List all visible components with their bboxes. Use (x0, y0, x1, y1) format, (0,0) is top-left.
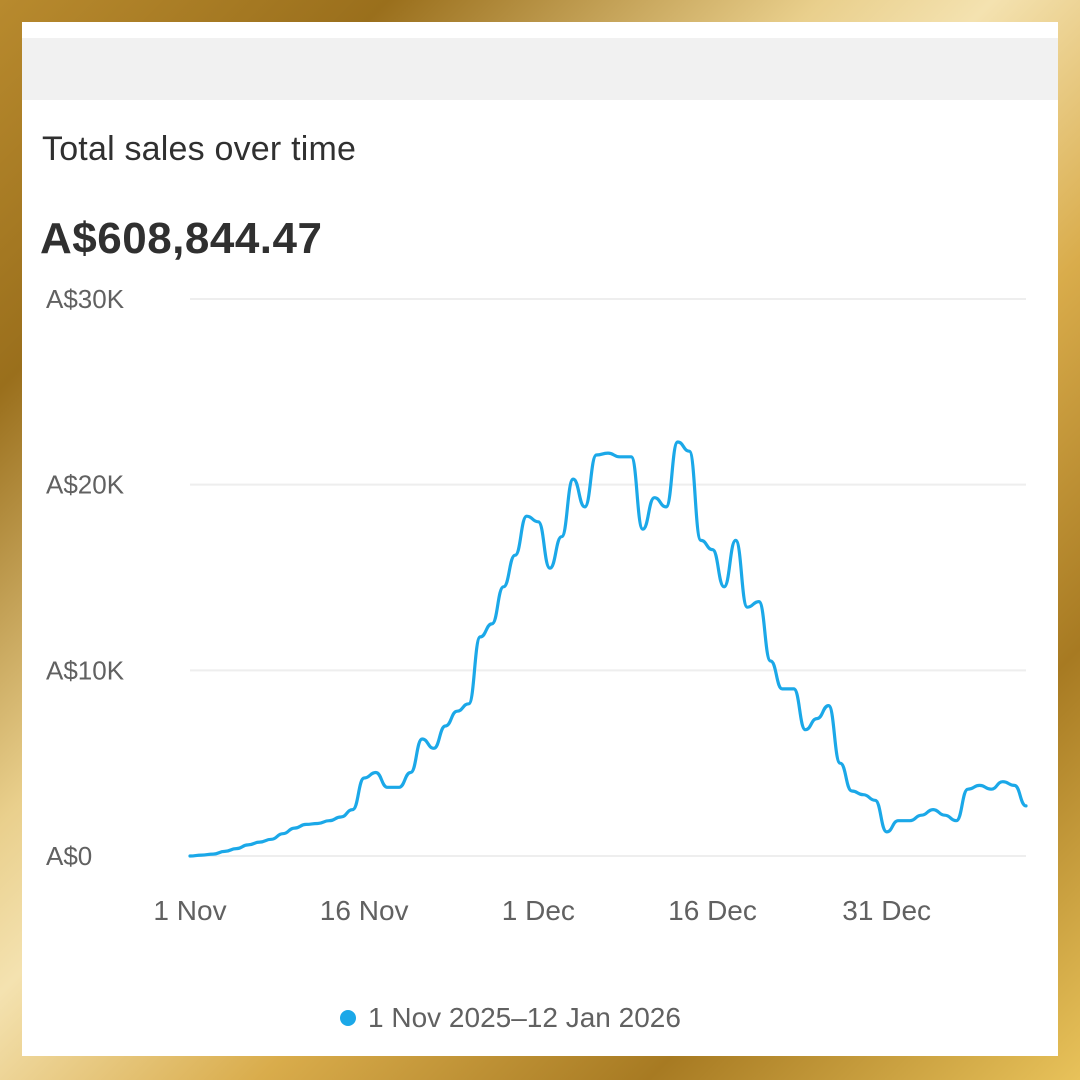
legend-dot-icon (340, 1010, 356, 1026)
chart-legend[interactable]: 1 Nov 2025–12 Jan 2026 (340, 1002, 681, 1034)
legend-label: 1 Nov 2025–12 Jan 2026 (368, 1002, 681, 1033)
card-top-bar (22, 38, 1058, 100)
card-title: Total sales over time (42, 130, 357, 168)
x-tick-label: 16 Dec (668, 895, 757, 926)
y-tick-label: A$10K (46, 655, 125, 685)
x-axis-ticks: 1 Nov 16 Nov 1 Dec 16 Dec 31 Dec (153, 895, 931, 926)
x-tick-label: 1 Dec (502, 895, 575, 926)
y-tick-label: A$0 (46, 841, 92, 871)
x-tick-label: 1 Nov (153, 895, 226, 926)
series-line-total-sales (188, 440, 1028, 858)
y-tick-label: A$30K (46, 284, 125, 314)
sales-line-chart: A$0 A$10K A$20K A$30K 1 Nov 16 Nov 1 Dec 16 De… (46, 284, 1028, 926)
x-tick-label: 16 Nov (320, 895, 409, 926)
sales-card: Total sales over time A$608,844.47 A$0 A$… (22, 22, 1058, 1056)
grid-lines (190, 298, 1026, 857)
x-tick-label: 31 Dec (842, 895, 931, 926)
y-tick-label: A$20K (46, 470, 125, 500)
total-sales-value: A$608,844.47 (40, 214, 323, 263)
y-axis-ticks: A$0 A$10K A$20K A$30K (46, 284, 125, 871)
